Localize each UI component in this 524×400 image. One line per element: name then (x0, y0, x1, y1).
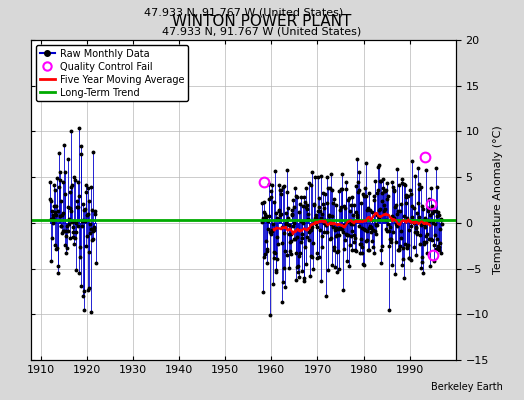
Legend: Raw Monthly Data, Quality Control Fail, Five Year Moving Average, Long-Term Tren: Raw Monthly Data, Quality Control Fail, … (36, 45, 188, 101)
Text: 47.933 N, 91.767 W (United States): 47.933 N, 91.767 W (United States) (144, 8, 343, 18)
Text: WINTON POWER PLANT: WINTON POWER PLANT (172, 14, 352, 29)
Y-axis label: Temperature Anomaly (°C): Temperature Anomaly (°C) (493, 126, 503, 274)
Text: 47.933 N, 91.767 W (United States): 47.933 N, 91.767 W (United States) (162, 26, 362, 36)
Text: Berkeley Earth: Berkeley Earth (431, 382, 503, 392)
